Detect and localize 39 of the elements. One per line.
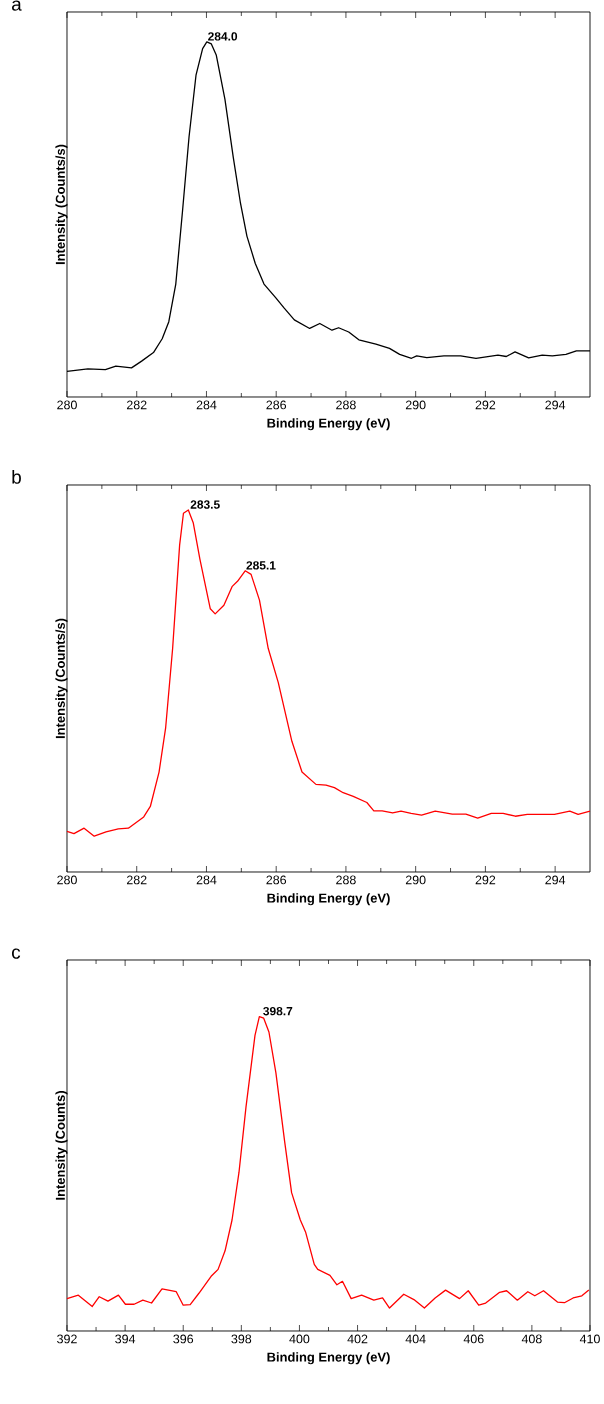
y-axis-title: Intensity (Counts/s) [55,144,68,265]
x-tick-label: 406 [463,1334,484,1344]
x-tick-label: 280 [57,875,78,885]
y-axis-title: Intensity (Counts) [55,1091,68,1200]
x-tick-label: 294 [545,875,566,885]
x-tick-label: 284 [196,400,217,410]
annotation: 284.0 [208,32,238,41]
x-tick-label: 392 [57,1334,77,1344]
annotation: 285.1 [246,561,276,570]
x-tick-label: 396 [173,1334,194,1344]
x-tick-label: 292 [475,400,496,410]
x-tick-label: 280 [57,400,78,410]
y-axis-title: Intensity (Counts/s) [55,618,68,739]
x-tick-label: 408 [521,1334,542,1344]
chart-title: c [12,948,21,959]
x-axis-title: Binding Energy (eV) [267,1352,390,1365]
x-tick-label: 410 [580,1334,601,1344]
annotation: 283.5 [190,500,220,509]
x-axis-title: Binding Energy (eV) [267,418,390,431]
x-tick-label: 284 [196,875,217,885]
chart-title: a [12,0,22,11]
x-tick-label: 404 [405,1334,426,1344]
x-tick-label: 290 [406,400,426,410]
x-tick-label: 400 [289,1334,310,1344]
annotation: 398.7 [263,1006,293,1016]
x-tick-label: 288 [336,875,356,885]
x-tick-label: 286 [266,400,287,410]
x-tick-label: 290 [406,875,426,885]
x-tick-label: 394 [115,1334,136,1344]
x-tick-label: 282 [127,875,147,885]
x-tick-label: 282 [127,400,147,410]
x-tick-label: 292 [475,875,496,885]
x-tick-label: 402 [347,1334,368,1344]
chart-title: b [12,469,22,484]
x-axis-title: Binding Energy (eV) [267,893,390,906]
x-tick-label: 288 [336,400,356,410]
x-tick-label: 286 [266,875,287,885]
x-tick-label: 294 [545,400,566,410]
x-tick-label: 398 [231,1334,252,1344]
